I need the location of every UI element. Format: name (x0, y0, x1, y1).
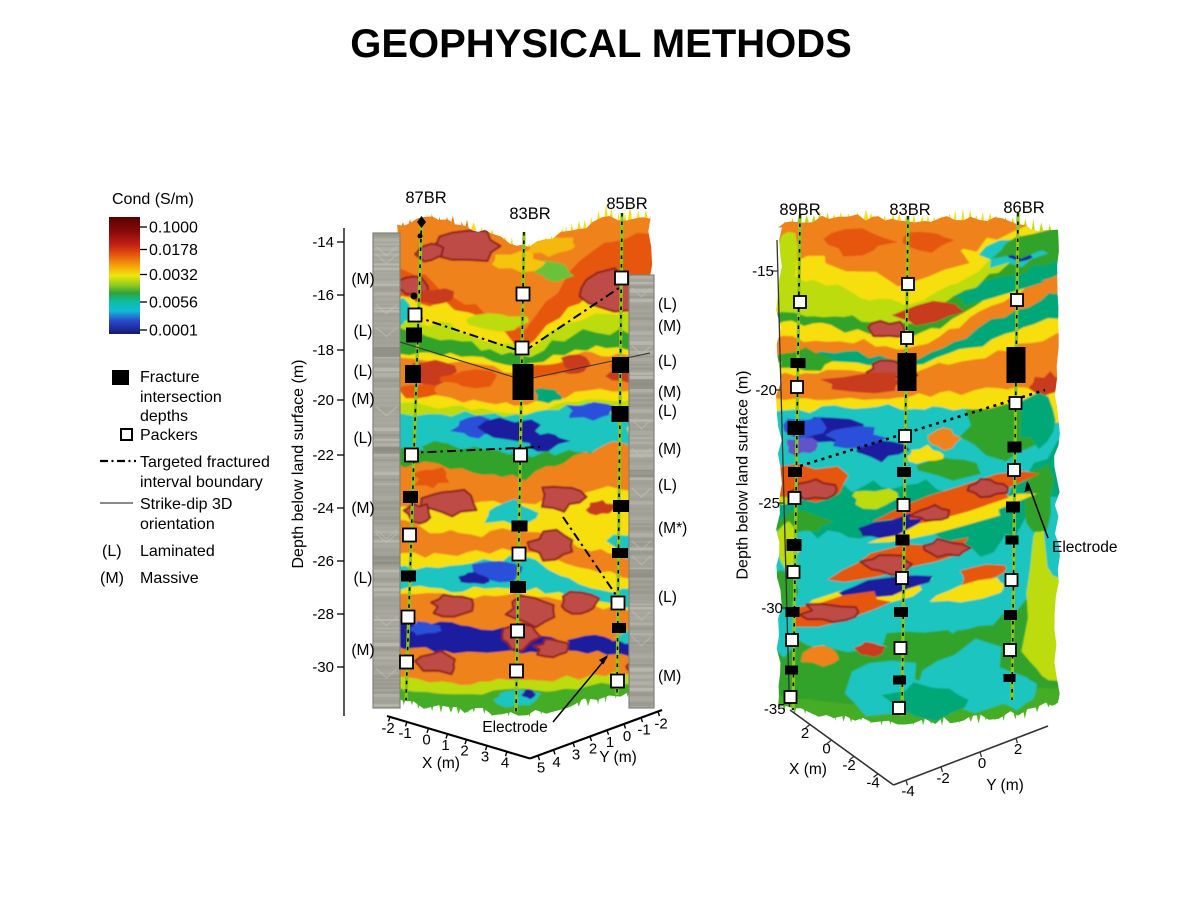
svg-text:2: 2 (460, 743, 468, 760)
svg-text:-24: -24 (312, 500, 334, 517)
svg-text:0.1000: 0.1000 (149, 220, 198, 237)
svg-text:(M): (M) (100, 570, 124, 587)
svg-text:(L): (L) (658, 353, 677, 370)
svg-text:(M): (M) (658, 318, 681, 335)
svg-text:intersection: intersection (140, 389, 222, 406)
svg-text:Targeted fractured: Targeted fractured (140, 454, 270, 471)
svg-text:interval boundary: interval boundary (140, 474, 263, 491)
svg-text:(L): (L) (102, 543, 122, 560)
svg-text:-1: -1 (398, 725, 411, 742)
svg-text:0: 0 (978, 755, 986, 772)
svg-text:-30: -30 (312, 659, 334, 676)
svg-text:(L): (L) (354, 430, 373, 447)
svg-text:5: 5 (537, 760, 545, 777)
svg-text:Electrode: Electrode (1052, 539, 1117, 556)
svg-text:Y (m): Y (m) (599, 749, 637, 766)
svg-text:3: 3 (481, 749, 489, 766)
svg-text:2: 2 (1014, 741, 1022, 758)
svg-text:(L): (L) (658, 589, 677, 606)
svg-text:-4: -4 (901, 783, 914, 800)
svg-text:-28: -28 (312, 606, 334, 623)
svg-text:0: 0 (623, 728, 631, 745)
svg-text:4: 4 (501, 755, 509, 772)
svg-text:Cond (S/m): Cond (S/m) (112, 191, 194, 208)
svg-text:0.0032: 0.0032 (149, 267, 198, 284)
svg-text:(L): (L) (658, 403, 677, 420)
svg-text:(M*): (M*) (658, 520, 687, 537)
svg-text:2: 2 (801, 725, 809, 742)
svg-text:Depth below land surface (m): Depth below land surface (m) (290, 360, 307, 569)
svg-text:(M): (M) (351, 642, 374, 659)
svg-text:Massive: Massive (140, 570, 199, 587)
svg-text:(L): (L) (658, 296, 677, 313)
svg-text:-15: -15 (752, 263, 774, 280)
svg-text:(M): (M) (658, 668, 681, 685)
svg-text:4: 4 (552, 754, 560, 771)
svg-text:-14: -14 (312, 234, 334, 251)
svg-text:Electrode: Electrode (482, 719, 547, 736)
svg-text:(M): (M) (658, 384, 681, 401)
svg-text:(L): (L) (354, 570, 373, 587)
svg-text:83BR: 83BR (509, 205, 550, 223)
svg-text:86BR: 86BR (1003, 199, 1044, 217)
svg-text:-1: -1 (637, 722, 650, 739)
svg-text:X (m): X (m) (789, 761, 827, 778)
svg-text:orientation: orientation (140, 516, 215, 533)
svg-text:Fracture: Fracture (140, 369, 200, 386)
svg-text:(M): (M) (351, 391, 374, 408)
svg-text:-20: -20 (312, 392, 334, 409)
svg-text:(M): (M) (351, 271, 374, 288)
svg-text:-4: -4 (866, 774, 879, 791)
svg-text:1: 1 (606, 734, 614, 751)
svg-text:0.0056: 0.0056 (149, 295, 198, 312)
svg-text:0: 0 (422, 731, 430, 748)
svg-text:0: 0 (822, 741, 830, 758)
svg-text:1: 1 (441, 737, 449, 754)
svg-text:depths: depths (140, 408, 188, 425)
svg-text:-2: -2 (842, 757, 855, 774)
svg-text:-2: -2 (381, 720, 394, 737)
svg-text:(M): (M) (351, 500, 374, 517)
svg-text:-25: -25 (758, 495, 780, 512)
svg-text:Y (m): Y (m) (986, 777, 1024, 794)
svg-text:(L): (L) (354, 363, 373, 380)
svg-text:-2: -2 (936, 770, 949, 787)
svg-text:(L): (L) (658, 477, 677, 494)
svg-text:0.0178: 0.0178 (149, 242, 198, 259)
svg-text:Laminated: Laminated (140, 543, 215, 560)
svg-text:3: 3 (572, 747, 580, 764)
svg-text:Strike-dip 3D: Strike-dip 3D (140, 496, 232, 513)
svg-text:87BR: 87BR (405, 189, 446, 207)
svg-text:0.0001: 0.0001 (149, 323, 198, 340)
svg-text:-16: -16 (312, 287, 334, 304)
svg-text:2: 2 (589, 741, 597, 758)
svg-text:85BR: 85BR (606, 195, 647, 213)
svg-text:89BR: 89BR (779, 201, 820, 219)
svg-text:-30: -30 (761, 600, 783, 617)
svg-text:(M): (M) (658, 441, 681, 458)
svg-text:-22: -22 (312, 447, 334, 464)
svg-text:X (m): X (m) (422, 755, 460, 772)
svg-text:-18: -18 (312, 342, 334, 359)
svg-text:Packers: Packers (140, 427, 198, 444)
svg-text:83BR: 83BR (889, 201, 930, 219)
svg-text:GEOPHYSICAL METHODS: GEOPHYSICAL METHODS (350, 22, 852, 66)
svg-text:-20: -20 (755, 382, 777, 399)
svg-text:Depth below land surface (m): Depth below land surface (m) (735, 371, 752, 580)
svg-text:-35: -35 (764, 701, 786, 718)
svg-text:(L): (L) (354, 323, 373, 340)
svg-text:-2: -2 (654, 716, 667, 733)
svg-text:-26: -26 (312, 553, 334, 570)
